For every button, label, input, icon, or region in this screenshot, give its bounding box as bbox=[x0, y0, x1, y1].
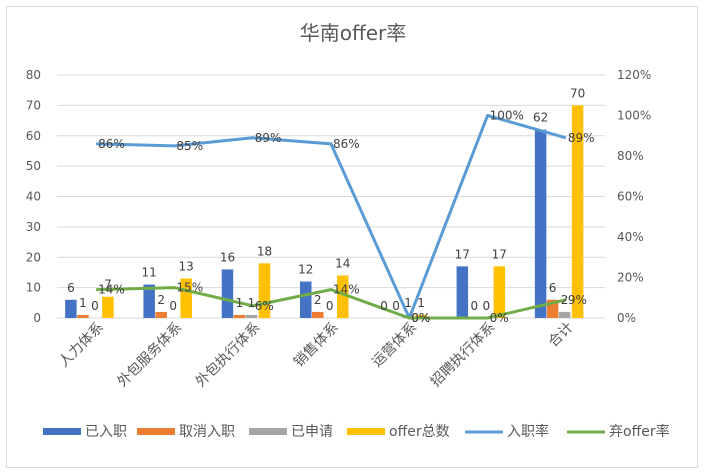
bar-label: 12 bbox=[298, 263, 313, 277]
bar-已入职 bbox=[534, 129, 547, 318]
line-label: 9% bbox=[568, 293, 587, 307]
line-label: 15% bbox=[176, 281, 203, 295]
bar-label: 1 bbox=[248, 296, 256, 310]
line-label: 14% bbox=[98, 283, 125, 297]
bar-取消入职 bbox=[312, 311, 324, 318]
bar-label: 16 bbox=[220, 250, 235, 264]
bar-label: 1 bbox=[417, 296, 425, 310]
y-right-tick-label: 100% bbox=[617, 109, 651, 123]
chart-frame: 华南offer率 0 10 20 30 40 50 60 70 80 0% 20% 40% 60% 80… bbox=[6, 6, 698, 468]
bar-label: 14 bbox=[335, 256, 350, 270]
bar-label: 18 bbox=[257, 244, 272, 258]
x-tick-label: 运营体系 bbox=[369, 320, 420, 371]
bar-已申请 bbox=[558, 311, 571, 318]
bar-label: 2 bbox=[157, 293, 165, 307]
bar-取消入职 bbox=[233, 314, 246, 318]
y-left-tick-label: 10 bbox=[26, 281, 41, 295]
bar-label: 17 bbox=[455, 247, 470, 261]
y-right-tick-label: 80% bbox=[617, 149, 644, 163]
x-tick-label: 外包服务体系 bbox=[115, 320, 186, 391]
bar-label: 2 bbox=[561, 293, 569, 307]
bar-offer总数 bbox=[571, 105, 584, 318]
bar-已入职 bbox=[300, 281, 312, 318]
line-label: 86% bbox=[98, 137, 125, 151]
bar-label: 7 bbox=[104, 278, 112, 292]
y-left-tick-label: 20 bbox=[26, 250, 41, 264]
x-tick-label: 合计 bbox=[546, 320, 577, 351]
x-tick-label: 外包执行体系 bbox=[193, 320, 264, 391]
bar-已入职 bbox=[456, 266, 469, 318]
legend-label: 已申请 bbox=[291, 424, 333, 440]
y-left-tick-label: 80 bbox=[26, 68, 41, 82]
line-label: 89% bbox=[568, 131, 595, 145]
bar-label: 1 bbox=[236, 296, 244, 310]
legend-label: offer总数 bbox=[389, 424, 450, 440]
bar-offer总数 bbox=[493, 266, 506, 318]
y-left-tick-label: 0 bbox=[33, 311, 41, 325]
bar-取消入职 bbox=[155, 311, 167, 318]
legend-label: 取消入职 bbox=[179, 424, 235, 440]
y-left-tick-label: 60 bbox=[26, 129, 41, 143]
bar-label: 62 bbox=[533, 111, 548, 125]
bar-label: 6 bbox=[549, 281, 557, 295]
bar-label: 0 bbox=[380, 299, 388, 313]
y-right-tick-label: 40% bbox=[617, 230, 644, 244]
line-label: 89% bbox=[255, 131, 282, 145]
line-label: 14% bbox=[333, 283, 360, 297]
legend-label: 已入职 bbox=[85, 424, 127, 440]
legend-swatch bbox=[347, 428, 385, 435]
line-label: 0% bbox=[411, 311, 430, 325]
bar-取消入职 bbox=[546, 299, 559, 318]
line-label: 0% bbox=[490, 311, 509, 325]
y-right-tick-label: 120% bbox=[617, 68, 651, 82]
legend-swatch bbox=[137, 428, 175, 435]
legend-swatch bbox=[43, 428, 81, 435]
bar-offer总数 bbox=[415, 314, 427, 318]
y-right-tick-label: 60% bbox=[617, 190, 644, 204]
x-tick-label: 招聘执行体系 bbox=[428, 320, 499, 391]
line-label: 100% bbox=[490, 109, 524, 123]
bar-label: 1 bbox=[79, 296, 87, 310]
line-label: 86% bbox=[333, 137, 360, 151]
bar-label: 0 bbox=[483, 299, 491, 313]
bar-label: 0 bbox=[392, 299, 400, 313]
bar-offer总数 bbox=[337, 275, 349, 318]
x-tick-label: 人力体系 bbox=[56, 320, 107, 371]
bar-已入职 bbox=[143, 284, 155, 318]
legend-label: 入职率 bbox=[507, 423, 549, 440]
bar-label: 70 bbox=[570, 86, 585, 100]
bar-label: 2 bbox=[314, 293, 322, 307]
bar-label: 17 bbox=[492, 247, 507, 261]
bar-label: 13 bbox=[179, 260, 194, 274]
bar-label: 6 bbox=[67, 281, 75, 295]
bar-offer总数 bbox=[102, 296, 114, 318]
bar-已申请 bbox=[245, 314, 258, 318]
bar-label: 11 bbox=[142, 266, 157, 280]
bar-label: 0 bbox=[91, 299, 99, 313]
bar-offer总数 bbox=[180, 278, 192, 318]
line-label: 0% bbox=[411, 311, 430, 325]
legend-swatch bbox=[249, 428, 287, 435]
bar-已入职 bbox=[65, 299, 77, 318]
bar-label: 0 bbox=[471, 299, 479, 313]
bar-label: 0 bbox=[326, 299, 334, 313]
legend-label: 弃offer率 bbox=[609, 423, 670, 440]
y-left-tick-label: 30 bbox=[26, 220, 41, 234]
line-label: 85% bbox=[176, 139, 203, 153]
bar-取消入职 bbox=[77, 314, 89, 318]
bar-offer总数 bbox=[258, 263, 271, 318]
y-left-tick-label: 70 bbox=[26, 98, 41, 112]
y-right-tick-label: 20% bbox=[617, 271, 644, 285]
y-left-tick-label: 40 bbox=[26, 190, 41, 204]
bar-label: 1 bbox=[404, 296, 412, 310]
bar-label: 0 bbox=[169, 299, 177, 313]
chart-title: 华南offer率 bbox=[300, 21, 407, 45]
y-right-tick-label: 0% bbox=[617, 311, 636, 325]
y-left-tick-label: 50 bbox=[26, 159, 41, 173]
bar-已入职 bbox=[221, 269, 234, 318]
x-tick-label: 销售体系 bbox=[291, 320, 342, 371]
line-label: 6% bbox=[255, 299, 274, 313]
